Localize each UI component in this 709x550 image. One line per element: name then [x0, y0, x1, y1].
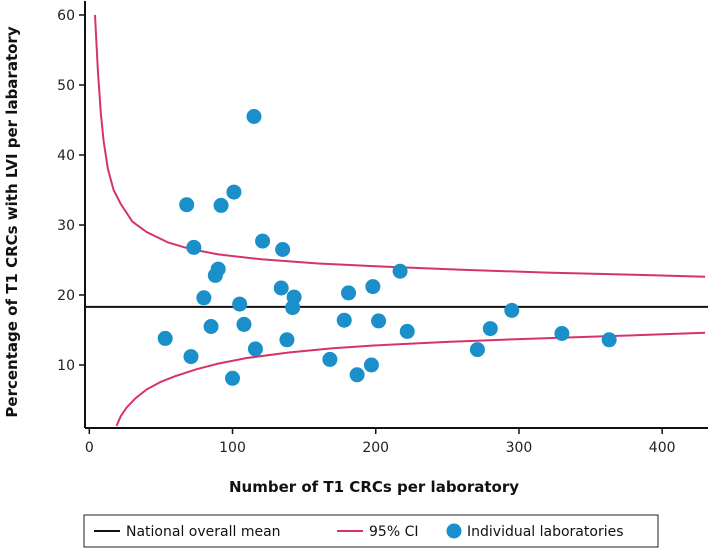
lab-point [232, 296, 248, 312]
x-tick-label: 400 [649, 440, 676, 456]
y-tick-label: 30 [57, 218, 75, 234]
lab-point [246, 109, 262, 124]
y-axis-title: Percentage of T1 CRCs with LVI per labar… [3, 26, 21, 417]
lab-point [482, 321, 498, 337]
lab-point [399, 323, 415, 339]
lab-point [179, 197, 195, 213]
lab-point [363, 357, 379, 373]
legend-mean-label: National overall mean [126, 524, 281, 540]
lab-point [183, 349, 199, 365]
lab-point [247, 341, 263, 357]
plot-area [85, 14, 708, 427]
lab-point [186, 239, 202, 255]
lab-point [554, 326, 570, 341]
x-axis: 0 100 200 300 400 [85, 427, 708, 456]
lab-point [210, 261, 226, 277]
lab-point [365, 279, 381, 295]
y-axis: 10 20 30 40 50 60 [57, 1, 86, 428]
lab-point [336, 312, 352, 328]
legend-points-label: Individual laboratories [467, 524, 624, 540]
lab-point [275, 242, 291, 257]
y-tick-label: 40 [57, 148, 75, 164]
lab-point [469, 342, 485, 358]
lab-point [196, 290, 212, 306]
y-tick-label: 10 [57, 358, 75, 374]
y-tick-label: 50 [57, 78, 75, 94]
lab-point [279, 332, 295, 348]
x-tick-label: 0 [85, 440, 94, 456]
x-tick-label: 300 [506, 440, 533, 456]
legend-ci-label: 95% CI [369, 524, 418, 540]
lab-point [236, 316, 252, 332]
lab-point [322, 351, 338, 367]
lab-point [213, 197, 229, 213]
lab-point [203, 319, 219, 334]
lab-point [286, 289, 302, 305]
lab-point [273, 280, 289, 296]
lab-point [601, 332, 617, 348]
lab-point [226, 184, 242, 200]
lab-point [504, 302, 520, 318]
lab-point [255, 233, 271, 249]
ci-upper-line [94, 14, 706, 278]
x-tick-label: 100 [219, 440, 246, 456]
x-tick-label: 200 [362, 440, 389, 456]
lab-point [157, 330, 173, 346]
y-tick-label: 20 [57, 288, 75, 304]
x-axis-title: Number of T1 CRCs per laboratory [229, 478, 519, 496]
lab-point [349, 367, 365, 383]
ci-lower-line [115, 331, 706, 427]
legend-points-swatch [446, 523, 462, 539]
legend: National overall mean 95% CI Individual … [83, 514, 659, 548]
lab-point [371, 313, 387, 329]
lab-point [392, 263, 408, 279]
lab-point [225, 370, 241, 386]
y-tick-label: 60 [57, 8, 75, 24]
lab-point [341, 285, 357, 301]
legend-box [83, 514, 659, 548]
